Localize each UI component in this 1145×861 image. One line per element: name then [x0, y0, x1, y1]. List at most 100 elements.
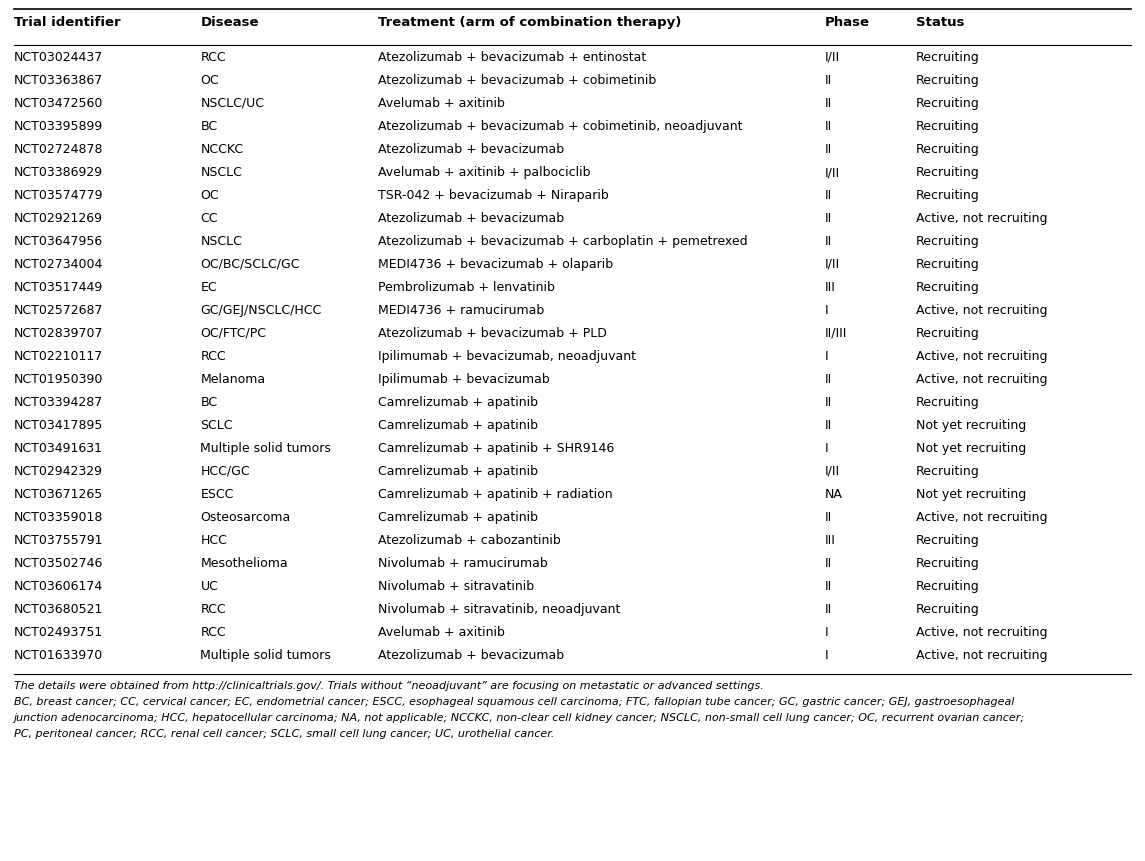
Text: NCT03394287: NCT03394287	[14, 395, 103, 408]
Text: Atezolizumab + bevacizumab + cobimetinib, neoadjuvant: Atezolizumab + bevacizumab + cobimetinib…	[378, 120, 742, 133]
Text: MEDI4736 + bevacizumab + olaparib: MEDI4736 + bevacizumab + olaparib	[378, 257, 613, 270]
Text: HCC: HCC	[200, 533, 227, 547]
Text: Recruiting: Recruiting	[916, 395, 980, 408]
Text: Osteosarcoma: Osteosarcoma	[200, 511, 291, 523]
Text: Atezolizumab + bevacizumab + PLD: Atezolizumab + bevacizumab + PLD	[378, 326, 607, 339]
Text: Pembrolizumab + lenvatinib: Pembrolizumab + lenvatinib	[378, 281, 554, 294]
Text: Not yet recruiting: Not yet recruiting	[916, 418, 1026, 431]
Text: Nivolumab + sitravatinib: Nivolumab + sitravatinib	[378, 579, 534, 592]
Text: NCT02724878: NCT02724878	[14, 143, 103, 156]
Text: Recruiting: Recruiting	[916, 120, 980, 133]
Text: NCT03386929: NCT03386929	[14, 166, 103, 179]
Text: Avelumab + axitinib: Avelumab + axitinib	[378, 625, 505, 638]
Text: NCT03755791: NCT03755791	[14, 533, 103, 547]
Text: Recruiting: Recruiting	[916, 74, 980, 87]
Text: NCT03606174: NCT03606174	[14, 579, 103, 592]
Text: II: II	[824, 603, 831, 616]
Text: Atezolizumab + bevacizumab: Atezolizumab + bevacizumab	[378, 212, 564, 225]
Text: Active, not recruiting: Active, not recruiting	[916, 373, 1048, 386]
Text: NCT02921269: NCT02921269	[14, 212, 103, 225]
Text: Recruiting: Recruiting	[916, 579, 980, 592]
Text: NCT01950390: NCT01950390	[14, 373, 103, 386]
Text: Disease: Disease	[200, 16, 259, 29]
Text: Recruiting: Recruiting	[916, 97, 980, 110]
Text: Active, not recruiting: Active, not recruiting	[916, 625, 1048, 638]
Text: BC, breast cancer; CC, cervical cancer; EC, endometrial cancer; ESCC, esophageal: BC, breast cancer; CC, cervical cancer; …	[14, 697, 1014, 706]
Text: NCT03671265: NCT03671265	[14, 487, 103, 500]
Text: Recruiting: Recruiting	[916, 166, 980, 179]
Text: Nivolumab + sitravatinib, neoadjuvant: Nivolumab + sitravatinib, neoadjuvant	[378, 603, 621, 616]
Text: NCT02839707: NCT02839707	[14, 326, 103, 339]
Text: The details were obtained from http://clinicaltrials.gov/. Trials without “neoad: The details were obtained from http://cl…	[14, 680, 764, 691]
Text: I: I	[824, 625, 828, 638]
Text: II: II	[824, 418, 831, 431]
Text: TSR-042 + bevacizumab + Niraparib: TSR-042 + bevacizumab + Niraparib	[378, 189, 609, 201]
Text: Recruiting: Recruiting	[916, 257, 980, 270]
Text: OC: OC	[200, 74, 219, 87]
Text: II: II	[824, 511, 831, 523]
Text: I/II: I/II	[824, 464, 839, 478]
Text: NCT02572687: NCT02572687	[14, 304, 103, 317]
Text: NSCLC/UC: NSCLC/UC	[200, 97, 264, 110]
Text: NCCKC: NCCKC	[200, 143, 244, 156]
Text: III: III	[824, 281, 835, 294]
Text: NSCLC: NSCLC	[200, 235, 243, 248]
Text: BC: BC	[200, 120, 218, 133]
Text: I/II: I/II	[824, 257, 839, 270]
Text: Status: Status	[916, 16, 964, 29]
Text: II: II	[824, 373, 831, 386]
Text: RCC: RCC	[200, 350, 226, 362]
Text: EC: EC	[200, 281, 218, 294]
Text: Not yet recruiting: Not yet recruiting	[916, 487, 1026, 500]
Text: NCT03680521: NCT03680521	[14, 603, 103, 616]
Text: RCC: RCC	[200, 603, 226, 616]
Text: Ipilimumab + bevacizumab, neoadjuvant: Ipilimumab + bevacizumab, neoadjuvant	[378, 350, 635, 362]
Text: Mesothelioma: Mesothelioma	[200, 556, 289, 569]
Text: II: II	[824, 212, 831, 225]
Text: Phase: Phase	[824, 16, 869, 29]
Text: II: II	[824, 556, 831, 569]
Text: Recruiting: Recruiting	[916, 281, 980, 294]
Text: NCT03363867: NCT03363867	[14, 74, 103, 87]
Text: II: II	[824, 120, 831, 133]
Text: II: II	[824, 74, 831, 87]
Text: I: I	[824, 304, 828, 317]
Text: NCT03417895: NCT03417895	[14, 418, 103, 431]
Text: Active, not recruiting: Active, not recruiting	[916, 350, 1048, 362]
Text: Recruiting: Recruiting	[916, 556, 980, 569]
Text: II/III: II/III	[824, 326, 847, 339]
Text: OC/BC/SCLC/GC: OC/BC/SCLC/GC	[200, 257, 300, 270]
Text: Camrelizumab + apatinib: Camrelizumab + apatinib	[378, 464, 538, 478]
Text: Camrelizumab + apatinib + radiation: Camrelizumab + apatinib + radiation	[378, 487, 613, 500]
Text: SCLC: SCLC	[200, 418, 232, 431]
Text: NCT03472560: NCT03472560	[14, 97, 103, 110]
Text: HCC/GC: HCC/GC	[200, 464, 250, 478]
Text: GC/GEJ/NSCLC/HCC: GC/GEJ/NSCLC/HCC	[200, 304, 322, 317]
Text: NCT03395899: NCT03395899	[14, 120, 103, 133]
Text: Ipilimumab + bevacizumab: Ipilimumab + bevacizumab	[378, 373, 550, 386]
Text: NA: NA	[824, 487, 843, 500]
Text: Recruiting: Recruiting	[916, 326, 980, 339]
Text: Atezolizumab + bevacizumab + carboplatin + pemetrexed: Atezolizumab + bevacizumab + carboplatin…	[378, 235, 748, 248]
Text: Treatment (arm of combination therapy): Treatment (arm of combination therapy)	[378, 16, 681, 29]
Text: I: I	[824, 648, 828, 661]
Text: I: I	[824, 350, 828, 362]
Text: II: II	[824, 97, 831, 110]
Text: NCT03024437: NCT03024437	[14, 51, 103, 64]
Text: NCT02493751: NCT02493751	[14, 625, 103, 638]
Text: OC/FTC/PC: OC/FTC/PC	[200, 326, 267, 339]
Text: RCC: RCC	[200, 51, 226, 64]
Text: NCT02942329: NCT02942329	[14, 464, 103, 478]
Text: I/II: I/II	[824, 166, 839, 179]
Text: II: II	[824, 579, 831, 592]
Text: Active, not recruiting: Active, not recruiting	[916, 304, 1048, 317]
Text: Atezolizumab + bevacizumab: Atezolizumab + bevacizumab	[378, 143, 564, 156]
Text: Recruiting: Recruiting	[916, 533, 980, 547]
Text: CC: CC	[200, 212, 218, 225]
Text: BC: BC	[200, 395, 218, 408]
Text: Recruiting: Recruiting	[916, 189, 980, 201]
Text: NCT03359018: NCT03359018	[14, 511, 103, 523]
Text: ESCC: ESCC	[200, 487, 234, 500]
Text: Avelumab + axitinib + palbociclib: Avelumab + axitinib + palbociclib	[378, 166, 591, 179]
Text: NCT03502746: NCT03502746	[14, 556, 103, 569]
